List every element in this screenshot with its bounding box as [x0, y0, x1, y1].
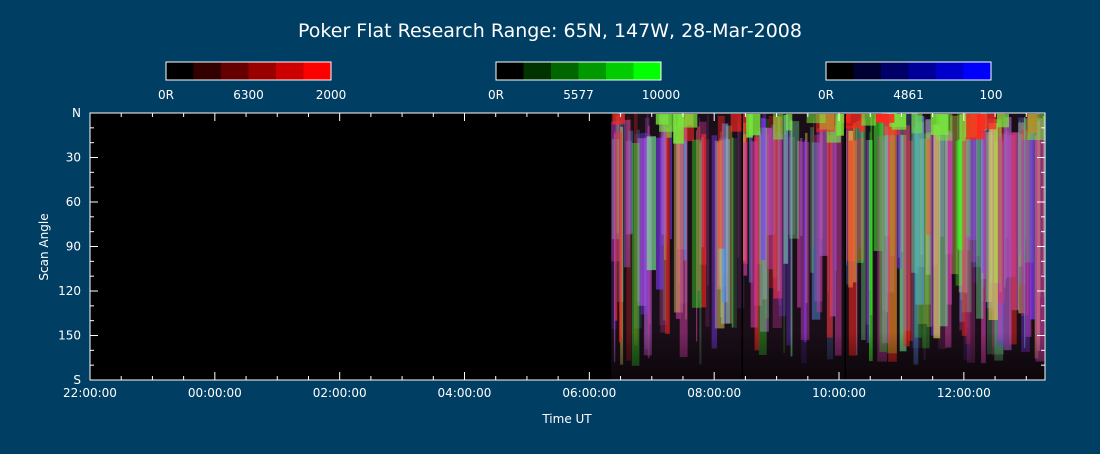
x-tick-label: 22:00:00	[63, 386, 117, 400]
y-axis-label: Scan Angle	[37, 213, 51, 280]
colorbar-4861: 0R 4861 100	[818, 61, 1003, 102]
colorbar-swatch	[908, 62, 937, 80]
colorbar-swatch	[853, 62, 882, 80]
colorbar-swatch	[826, 62, 854, 80]
colorbar-swatch	[551, 62, 579, 80]
colorbar-swatch	[578, 62, 607, 80]
colorbar-max-label: 100	[980, 88, 1003, 102]
chart-title: Poker Flat Research Range: 65N, 147W, 28…	[298, 20, 802, 42]
y-tick-label: 90	[66, 240, 81, 254]
colorbar-frame	[495, 61, 662, 81]
colorbar-swatch	[221, 62, 249, 80]
colorbar-swatch	[303, 62, 332, 80]
colorbar-swatch	[936, 62, 964, 80]
colorbar-frame	[165, 61, 332, 81]
colorbar-mid-label: 4861	[893, 88, 924, 102]
x-tick-label: 04:00:00	[438, 386, 492, 400]
colorbar-min-label: 0R	[818, 88, 834, 102]
colorbar-6300: 0R 6300 2000	[158, 61, 347, 102]
colorbar-max-label: 2000	[316, 88, 347, 102]
x-tick-label: 10:00:00	[812, 386, 866, 400]
plot-sweep-fade	[611, 113, 1045, 380]
colorbar-group: 0R 6300 2000 0R 5577 10000 0R 4861 100	[158, 61, 1003, 102]
x-tick-label: 06:00:00	[562, 386, 616, 400]
x-tick-label: 12:00:00	[937, 386, 991, 400]
colorbar-mid-label: 6300	[233, 88, 264, 102]
y-tick-label: 30	[66, 151, 81, 165]
x-tick-label: 08:00:00	[687, 386, 741, 400]
colorbar-5577: 0R 5577 10000	[488, 61, 680, 102]
y-tick-label: 60	[66, 195, 81, 209]
colorbar-swatch	[248, 62, 277, 80]
colorbar-max-label: 10000	[642, 88, 680, 102]
colorbar-frame	[825, 61, 992, 81]
y-tick-label: 150	[58, 329, 81, 343]
y-tick-label: 120	[58, 284, 81, 298]
colorbar-swatch	[193, 62, 222, 80]
colorbar-min-label: 0R	[488, 88, 504, 102]
colorbar-swatch	[496, 62, 524, 80]
x-axis-label: Time UT	[541, 412, 592, 426]
colorbar-min-label: 0R	[158, 88, 174, 102]
colorbar-mid-label: 5577	[563, 88, 594, 102]
colorbar-swatch	[633, 62, 662, 80]
colorbar-swatch	[963, 62, 992, 80]
x-tick-label: 02:00:00	[313, 386, 367, 400]
colorbar-swatch	[523, 62, 552, 80]
colorbar-swatch	[881, 62, 909, 80]
colorbar-swatch	[606, 62, 634, 80]
x-tick-label: 00:00:00	[188, 386, 242, 400]
y-tick-label: N	[72, 106, 81, 120]
y-tick-label: S	[73, 373, 81, 387]
colorbar-swatch	[276, 62, 304, 80]
colorbar-swatch	[166, 62, 194, 80]
axes-group: 22:00:00 00:00:00 02:00:00 04:00:00 06:00:00…	[58, 106, 1045, 400]
